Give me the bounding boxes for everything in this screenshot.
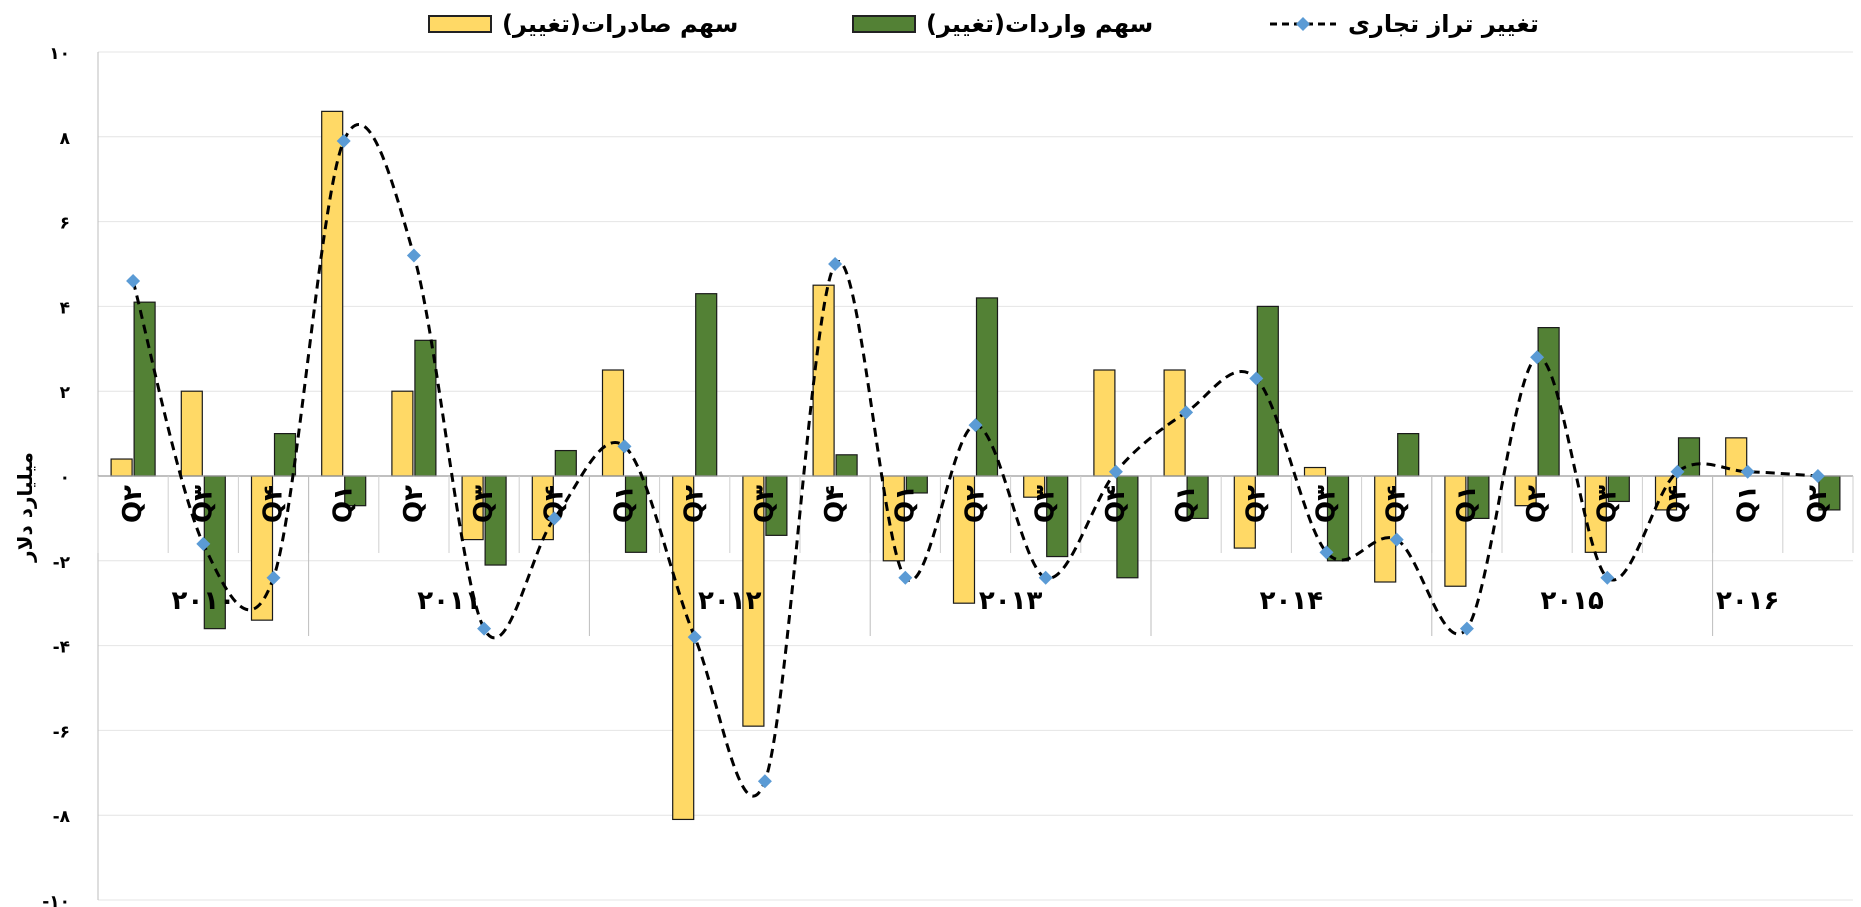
x-tick-label: Q۳ (750, 485, 780, 523)
balance-marker (477, 621, 492, 636)
bar (414, 339, 437, 477)
legend-item-balance: تغییر تراز تجاری (1268, 4, 1539, 44)
balance-marker (1670, 464, 1685, 479)
y-tick-label: -۲ (53, 553, 71, 573)
balance-marker (266, 570, 281, 585)
year-label: ۲۰۱۶ (1716, 586, 1779, 616)
x-tick-label: Q۳ (469, 485, 499, 523)
legend-label-imports: سهم واردات(تغییر) (926, 10, 1154, 38)
bar (812, 284, 835, 477)
x-tick-label: Q۴ (1382, 485, 1412, 523)
balance-marker (1179, 405, 1194, 420)
legend-item-exports: سهم صادرات(تغییر) (428, 4, 738, 44)
x-tick-label: Q۲ (1803, 485, 1833, 523)
x-tick-label: Q۳ (1312, 485, 1342, 523)
y-tick-label: ۴ (60, 298, 70, 318)
y-tick-label: ۶ (60, 214, 70, 234)
balance-marker (547, 511, 562, 526)
balance-marker (1530, 350, 1545, 365)
balance-marker (1389, 532, 1404, 547)
x-tick-label: Q۴ (259, 485, 289, 523)
y-tick-label: -۴ (53, 638, 70, 658)
bar (695, 293, 718, 477)
balance-marker (1459, 621, 1474, 636)
bar (110, 458, 133, 477)
balance-marker (828, 257, 843, 271)
bar (180, 390, 203, 477)
x-tick-label: Q۴ (820, 485, 850, 523)
x-tick-label: Q۳ (1031, 485, 1061, 523)
x-tick-label: Q۲ (1522, 485, 1552, 523)
bar (601, 369, 625, 477)
x-tick-label: Q۲ (399, 485, 429, 523)
legend-swatch-imports (852, 15, 916, 33)
legend-label-balance: تغییر تراز تجاری (1348, 10, 1539, 38)
bar (321, 110, 344, 477)
bar (1537, 327, 1560, 477)
legend: سهم صادرات(تغییر) سهم واردات(تغییر) تغیی… (0, 4, 1861, 44)
x-tick-label: Q۴ (1663, 485, 1693, 523)
year-label: ۲۰۱۵ (1540, 586, 1604, 616)
balance-marker (196, 536, 211, 551)
year-label: ۲۰۱۳ (979, 586, 1043, 616)
bar (835, 454, 858, 477)
y-tick-label: -۱۰ (42, 892, 70, 907)
balance-marker (968, 418, 983, 433)
legend-label-exports: سهم صادرات(تغییر) (502, 10, 739, 38)
x-tick-label: Q۴ (1101, 485, 1131, 523)
x-tick-label: Q۳ (1592, 485, 1622, 523)
y-tick-label: -۸ (53, 807, 71, 827)
x-tick-label: Q۲ (118, 485, 148, 523)
balance-marker (336, 134, 351, 149)
x-tick-label: Q۱ (610, 485, 640, 523)
balance-marker (1108, 464, 1123, 479)
balance-marker (1319, 545, 1334, 560)
x-tick-label: Q۲ (680, 485, 710, 523)
legend-swatch-balance (1270, 17, 1336, 31)
x-tick-label: Q۱ (329, 485, 359, 523)
y-tick-label: ۱۰ (49, 44, 70, 64)
balance-marker (1600, 570, 1615, 585)
bar (1397, 433, 1420, 477)
balance-marker (898, 570, 913, 585)
year-label: ۲۰۱۲ (698, 586, 762, 616)
bar (1093, 369, 1116, 477)
year-label: ۲۰۱۱ (417, 586, 480, 616)
balance-marker (1810, 469, 1825, 483)
y-tick-label: -۶ (53, 722, 70, 742)
y-tick-label: ۸ (60, 129, 71, 149)
legend-item-imports: سهم واردات(تغییر) (852, 4, 1153, 44)
balance-marker (406, 248, 421, 263)
balance-marker (687, 630, 702, 645)
bar (672, 475, 695, 821)
bar (1163, 369, 1186, 477)
year-label: ۲۰۱۴ (1260, 586, 1323, 616)
y-tick-label: ۲ (60, 383, 71, 403)
x-tick-label: Q۱ (1171, 485, 1201, 523)
bar (554, 449, 577, 477)
x-tick-label: Q۱ (1733, 485, 1763, 523)
x-tick-label: Q۲ (961, 485, 991, 523)
balance-marker (757, 774, 772, 789)
balance-marker (1249, 371, 1264, 386)
bar (1303, 466, 1327, 477)
x-tick-label: Q۲ (1241, 485, 1271, 523)
bar (1256, 305, 1279, 477)
balance-line (131, 123, 1818, 798)
balance-marker (1740, 464, 1755, 479)
bar (273, 433, 297, 477)
bar (391, 390, 414, 477)
x-tick-label: Q۱ (1452, 485, 1482, 523)
legend-swatch-exports (428, 15, 492, 33)
year-label: ۲۰۱۰ (172, 586, 235, 616)
balance-marker (1038, 570, 1053, 585)
balance-marker (126, 273, 141, 288)
balance-marker (617, 439, 632, 454)
x-tick-label: Q۱ (890, 485, 920, 523)
y-tick-label: ۰ (60, 468, 70, 488)
